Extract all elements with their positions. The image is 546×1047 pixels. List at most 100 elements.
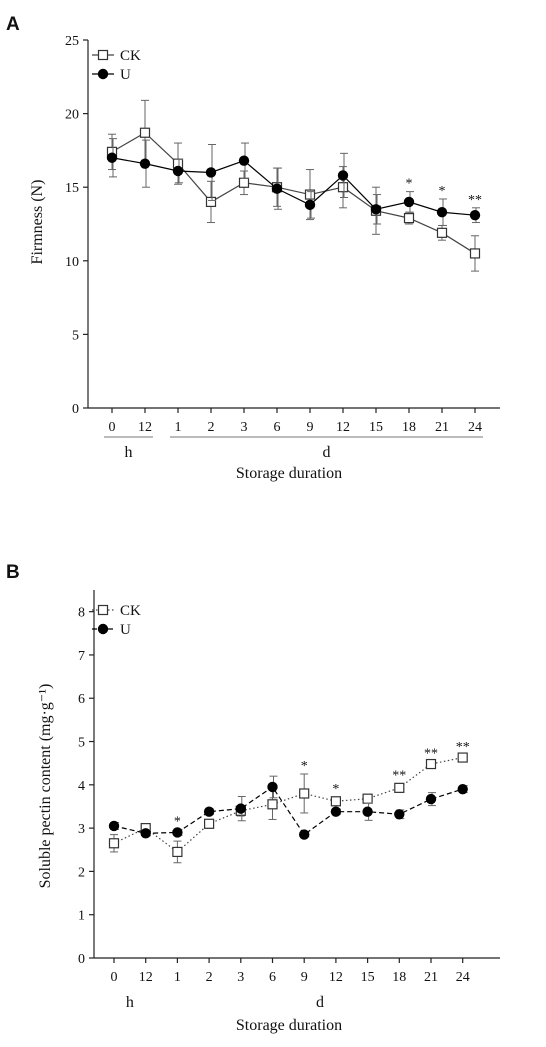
panel-b-y-tick-label: 6 — [78, 692, 85, 707]
panel-a-series-ck-point — [403, 213, 415, 224]
panel-b-series-ck-point — [204, 818, 215, 829]
panel-b-group-label-d: d — [316, 994, 324, 1011]
panel-b-significance-mark: * — [301, 759, 308, 774]
panel-a-x-tick-label: 1 — [175, 420, 182, 435]
panel-a-x-tick-label: 12 — [336, 420, 350, 435]
panel-a-significance-mark: ** — [468, 193, 482, 208]
panel-a-legend-u-label: U — [120, 67, 131, 83]
panel-b-series-ck-point — [425, 758, 437, 770]
panel-b-series-ck-point — [394, 782, 405, 793]
panel-b-series-u — [108, 775, 468, 840]
panel-b-series-ck-point — [299, 788, 310, 799]
panel-b-x-tick-label: 12 — [329, 970, 343, 985]
panel-b-x-tick-label: 2 — [206, 970, 213, 985]
panel-a-series-ck-point — [139, 127, 151, 138]
panel-b-series-ck-point — [172, 846, 183, 858]
panel-a-x-tick-label: 2 — [208, 420, 215, 435]
panel-a-series-u-point — [304, 199, 316, 211]
panel-b-y-tick-label: 1 — [78, 909, 85, 924]
panel-b-series-u-point — [108, 820, 120, 832]
panel-b-x-tick-label: 6 — [269, 970, 276, 985]
panel-a-series-u-point — [139, 158, 151, 169]
panel-a-series-ck-point — [436, 227, 448, 238]
panel-b-x-tick-label: 18 — [392, 970, 406, 985]
panel-a-y-tick-label: 0 — [72, 402, 79, 417]
panel-b-legend-u-swatch-marker — [97, 623, 109, 635]
panel-a-y-tick-label: 10 — [65, 255, 79, 270]
panel-a-series-ck-point — [304, 189, 316, 200]
panel-b-x-tick-label: 3 — [237, 970, 244, 985]
panel-a-series-ck-point — [337, 182, 349, 193]
panel-a-y-tick-label: 20 — [65, 108, 79, 123]
panel-a-series-u-point — [403, 196, 415, 208]
panel-a-series-u-point — [469, 209, 481, 221]
panel-b-x-tick-label: 21 — [424, 970, 438, 985]
panel-b-series-ck-line — [113, 756, 463, 853]
panel-b-x-tick-label: 12 — [139, 970, 153, 985]
panel-a-series-ck-line — [111, 131, 476, 254]
panel-a-y-tick-label: 25 — [65, 34, 79, 49]
panel-a-series-u-point — [436, 207, 448, 218]
panel-a-group-label-d: d — [323, 444, 331, 461]
panel-a-x-tick-label: 24 — [468, 420, 482, 435]
panel-b-series-u-point — [394, 809, 405, 820]
panel-b-series-u-point — [203, 806, 215, 817]
panel-b-series-u-point — [235, 803, 246, 814]
panel-a-legend-ck-swatch-marker — [97, 49, 109, 61]
panel-b-ylabel: Soluble pectin content (mg·g⁻¹) — [37, 684, 54, 889]
panel-b-xlabel: Storage duration — [236, 1017, 342, 1034]
panel-b-series-u-point — [457, 783, 468, 795]
panel-a-xlabel: Storage duration — [236, 465, 342, 482]
panel-a-series-u-point — [106, 152, 118, 163]
panel-b-significance-mark: * — [174, 814, 181, 829]
panel-a-series-ck-point — [238, 177, 250, 188]
panel-a-series-u-point — [172, 165, 184, 177]
panel-a-x-tick-label: 21 — [435, 420, 449, 435]
panel-a-x-tick-label: 15 — [369, 420, 383, 435]
panel-b-series-u-point — [299, 829, 310, 840]
panel-a-x-tick-label: 0 — [109, 420, 116, 435]
panel-b-significance-mark: ** — [424, 746, 438, 761]
panel-b-group-label-h: h — [126, 994, 134, 1011]
panel-b-legend-u-label: U — [120, 622, 131, 638]
panel-a-legend-u-swatch-marker — [97, 68, 109, 80]
panel-a-series-u-point — [205, 167, 217, 178]
panel-a-series-ck-point — [469, 248, 481, 259]
panel-b-x-tick-label: 24 — [456, 970, 470, 985]
panel-a-letter: A — [6, 14, 20, 35]
panel-b-series-u-point — [330, 806, 342, 817]
panel-a-group-label-h: h — [125, 444, 133, 461]
panel-a-x-tick-label: 9 — [307, 420, 314, 435]
panel-a-x-tick-label: 6 — [274, 420, 281, 435]
panel-a-legend-ck-label: CK — [120, 48, 141, 64]
panel-b-series-ck-point — [330, 796, 341, 807]
panel-a-y-tick-label: 5 — [72, 328, 79, 343]
panel-b-significance-mark: * — [332, 782, 339, 797]
panel-b-series-u-point — [140, 828, 151, 839]
panel-a-significance-mark: * — [439, 184, 446, 199]
panel-b-series-u-point — [172, 827, 183, 838]
panel-a-x-tick-label: 3 — [241, 420, 248, 435]
panel-a-series-u-point — [271, 183, 283, 194]
panel-b-legend-ck-swatch-marker — [97, 604, 109, 616]
panel-a-series-ck-point — [205, 196, 217, 208]
panel-b-series-u-point — [425, 793, 437, 805]
panel-a-series-ck — [106, 99, 481, 272]
panel-a-series-u-point — [337, 170, 349, 181]
panel-a-series-u-line — [111, 157, 476, 216]
panel-b-series-u-point — [362, 806, 373, 817]
panel-b-significance-mark: ** — [392, 769, 406, 784]
panel-b-significance-mark: ** — [456, 740, 470, 755]
panel-b-series-u-line — [113, 786, 463, 836]
panel-b-y-tick-label: 3 — [78, 822, 85, 837]
panel-b-x-tick-label: 1 — [174, 970, 181, 985]
panel-a-x-tick-label: 12 — [138, 420, 152, 435]
panel-b-series-ck-point — [108, 838, 120, 849]
panel-a-series-u-point — [370, 204, 382, 215]
